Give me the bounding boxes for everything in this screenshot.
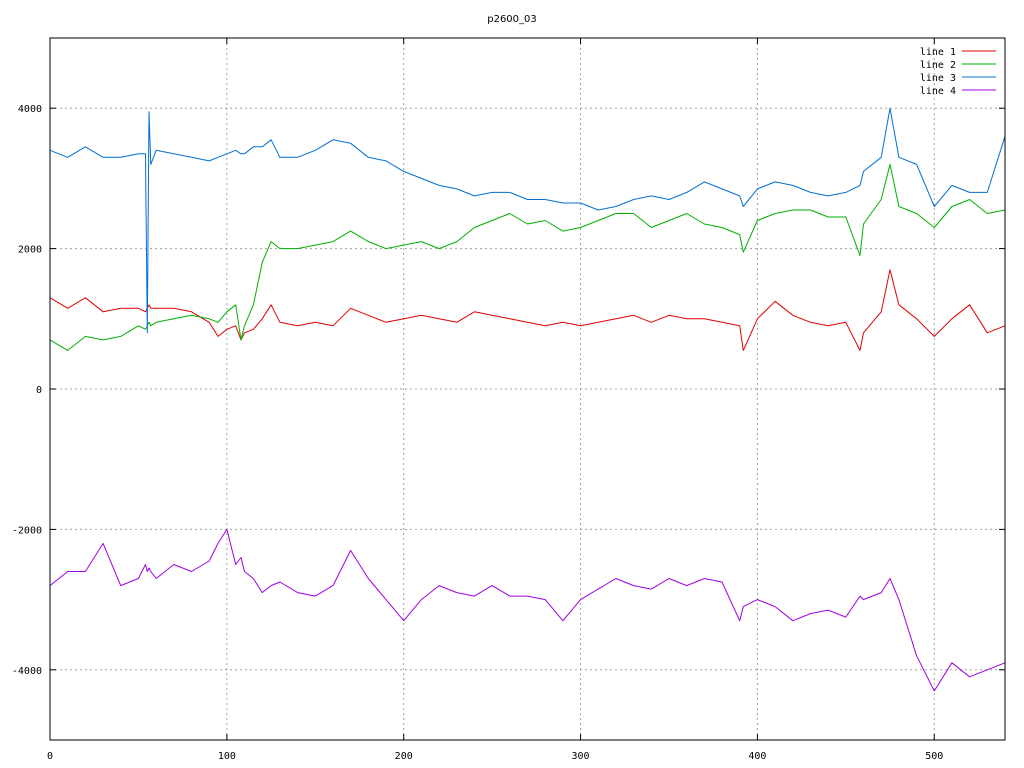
series-line-2 <box>49 163 1006 351</box>
plot-frame <box>49 37 1006 741</box>
y-tick-label: 2000 <box>18 245 42 256</box>
axes <box>49 37 1006 741</box>
legend-label-1: line 1 <box>920 47 956 58</box>
legend-label-3: line 3 <box>920 73 956 84</box>
x-tick-label: 300 <box>572 751 590 762</box>
tick-labels: 0 100 200 300 400 500 4000 2000 0 -2000 -4000 <box>12 104 943 762</box>
x-tick-label: 100 <box>218 751 236 762</box>
legend-label-2: line 2 <box>920 60 956 71</box>
series-line-1 <box>49 269 1006 351</box>
legend-label-4: line 4 <box>920 86 956 97</box>
x-tick-label: 400 <box>748 751 766 762</box>
x-tick-label: 200 <box>395 751 413 762</box>
x-tick-label: 0 <box>47 751 53 762</box>
series-group <box>49 107 1006 692</box>
y-tick-label: 4000 <box>18 104 42 115</box>
legend: line 1 line 2 line 3 line 4 <box>920 47 996 97</box>
x-tick-label: 500 <box>925 751 943 762</box>
grid-lines <box>49 38 1005 740</box>
series-line-3 <box>49 107 1006 334</box>
y-tick-label: -2000 <box>12 525 42 536</box>
y-tick-label: 0 <box>36 385 42 396</box>
series-line-4 <box>49 528 1006 692</box>
y-tick-label: -4000 <box>12 666 42 677</box>
chart-title: p2600_03 <box>487 14 537 25</box>
